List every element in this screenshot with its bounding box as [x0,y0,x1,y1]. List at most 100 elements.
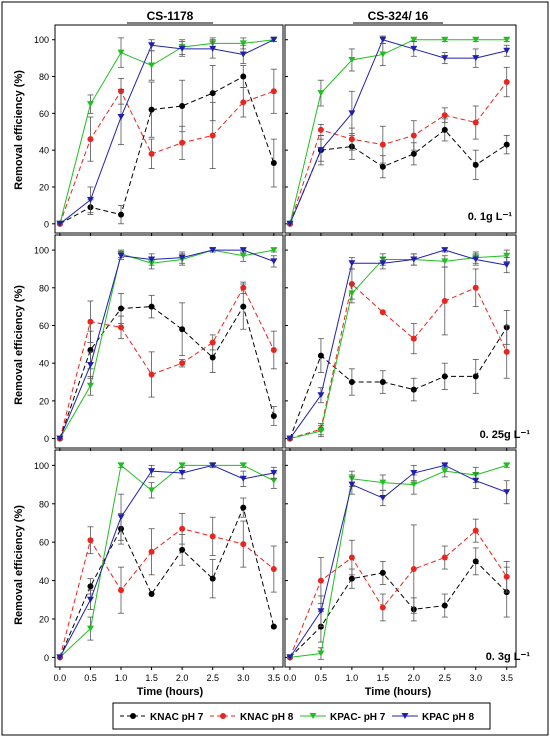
series-kpac-ph8 [286,462,511,661]
y-tick-label: 100 [34,246,49,256]
column-title-cs324: CS-324/ 16 [368,9,429,23]
y-tick-label: 0 [44,219,49,229]
data-point-kpac-ph8 [441,55,449,62]
panel-1: 0 20 40 60 80 100 [34,24,284,236]
series-knac-ph8 [286,518,510,661]
panel-3: 0 20 40 60 80 100 [34,234,284,451]
data-point-knac-ph7 [240,504,247,511]
x-tick-label: 2.0 [176,673,189,683]
data-point-knac-ph7 [240,303,247,310]
series-line-knac-ph7 [289,129,507,224]
series-kpac-ph7 [286,249,511,442]
x-tick-label: 3.5 [500,673,513,683]
y-tick-label: 40 [39,576,49,586]
data-point-knac-ph7 [209,575,216,582]
data-point-knac-ph7 [472,161,479,168]
data-point-knac-ph8 [410,132,417,139]
series-line-kpac-ph8 [289,39,507,224]
series-line-kpac-ph7 [289,255,507,440]
data-point-kpac-ph8 [148,468,156,475]
series-knac-ph7 [56,497,277,661]
row-label-0-1g: 0. 1g L⁻¹ [468,211,513,223]
series-kpac-ph8 [56,247,278,442]
data-point-knac-ph7 [410,150,417,157]
data-point-knac-ph8 [87,136,94,143]
data-point-knac-ph8 [148,371,155,378]
data-point-kpac-ph7 [317,90,325,97]
panel-frame [284,24,517,234]
data-point-knac-ph7 [379,379,386,386]
data-point-kpac-ph8 [86,362,94,369]
data-point-knac-ph8 [317,577,324,584]
data-point-knac-ph7 [472,373,479,380]
x-tick-label: 3.0 [237,673,250,683]
data-point-knac-ph8 [87,537,94,544]
data-point-kpac-ph8 [209,45,217,52]
data-point-kpac-ph8 [239,475,247,482]
data-point-knac-ph7 [148,303,155,310]
data-point-kpac-ph7 [86,101,94,108]
data-point-knac-ph8 [240,99,247,106]
data-point-knac-ph8 [379,604,386,611]
data-point-kpac-ph7 [270,247,278,254]
x-tick-label: 2.5 [206,673,219,683]
data-point-kpac-ph7 [86,382,94,389]
data-point-knac-ph7 [118,305,125,312]
legend-label-knac-ph7: KNAC pH 7 [150,712,204,723]
data-point-knac-ph8 [179,360,186,367]
series-kpac-ph7 [56,462,278,661]
series-line-knac-ph8 [59,528,275,658]
legend-label-kpac-ph8: KPAC pH 8 [422,712,474,723]
data-point-knac-ph8 [179,139,186,146]
legend-label-knac-ph8: KNAC pH 8 [240,712,294,723]
data-point-knac-ph7 [270,623,277,630]
x-tick-label: 3.5 [268,673,281,683]
data-point-knac-ph7 [379,569,386,576]
data-point-kpac-ph8 [472,477,480,484]
data-point-kpac-ph8 [209,247,217,254]
series-line-kpac-ph8 [59,39,275,225]
data-point-kpac-ph8 [117,514,125,521]
data-point-kpac-ph7 [86,625,94,632]
x-axis-label-left: Time (hours) [137,686,204,698]
data-point-kpac-ph8 [148,42,156,49]
series-knac-ph7 [286,547,510,661]
data-point-knac-ph8 [240,541,247,548]
data-point-kpac-ph8 [317,392,325,399]
data-point-kpac-ph8 [117,252,125,259]
series-kpac-ph8 [286,35,511,227]
data-point-kpac-ph7 [317,428,325,435]
data-point-kpac-ph7 [441,36,449,43]
data-point-kpac-ph7 [317,650,325,657]
y-tick-label: 100 [34,35,49,45]
data-point-knac-ph8 [270,88,277,95]
data-point-knac-ph8 [317,126,324,133]
data-point-kpac-ph8 [270,258,278,265]
data-point-kpac-ph8 [178,470,186,477]
data-point-knac-ph7 [240,73,247,80]
data-point-knac-ph8 [209,339,216,346]
data-point-kpac-ph8 [148,256,156,263]
panel-4 [284,234,517,451]
x-tick-label: 0.0 [284,673,297,683]
data-point-kpac-ph8 [348,481,356,488]
series-line-kpac-ph8 [59,249,275,439]
data-point-knac-ph8 [240,284,247,291]
data-point-knac-ph8 [348,554,355,561]
panel-6: 0.0 0.5 1.0 1.5 2.0 2.5 3.0 3.5 [284,449,517,683]
y-tick-label: 20 [39,396,49,406]
series-line-knac-ph7 [289,560,508,658]
data-point-kpac-ph8 [348,260,356,267]
y-axis-label-row3: Removal efficiency (%) [13,505,25,625]
data-point-kpac-ph7 [239,252,247,259]
data-point-kpac-ph8 [472,256,480,263]
y-tick-label: 80 [39,499,49,509]
data-point-kpac-ph7 [239,462,247,469]
series-line-knac-ph7 [59,75,275,225]
data-point-kpac-ph7 [441,258,449,265]
panel-frame [54,24,284,234]
series-line-knac-ph8 [59,90,275,224]
data-point-kpac-ph8 [379,260,387,267]
series-line-knac-ph7 [289,327,508,439]
data-point-knac-ph7 [503,141,510,148]
